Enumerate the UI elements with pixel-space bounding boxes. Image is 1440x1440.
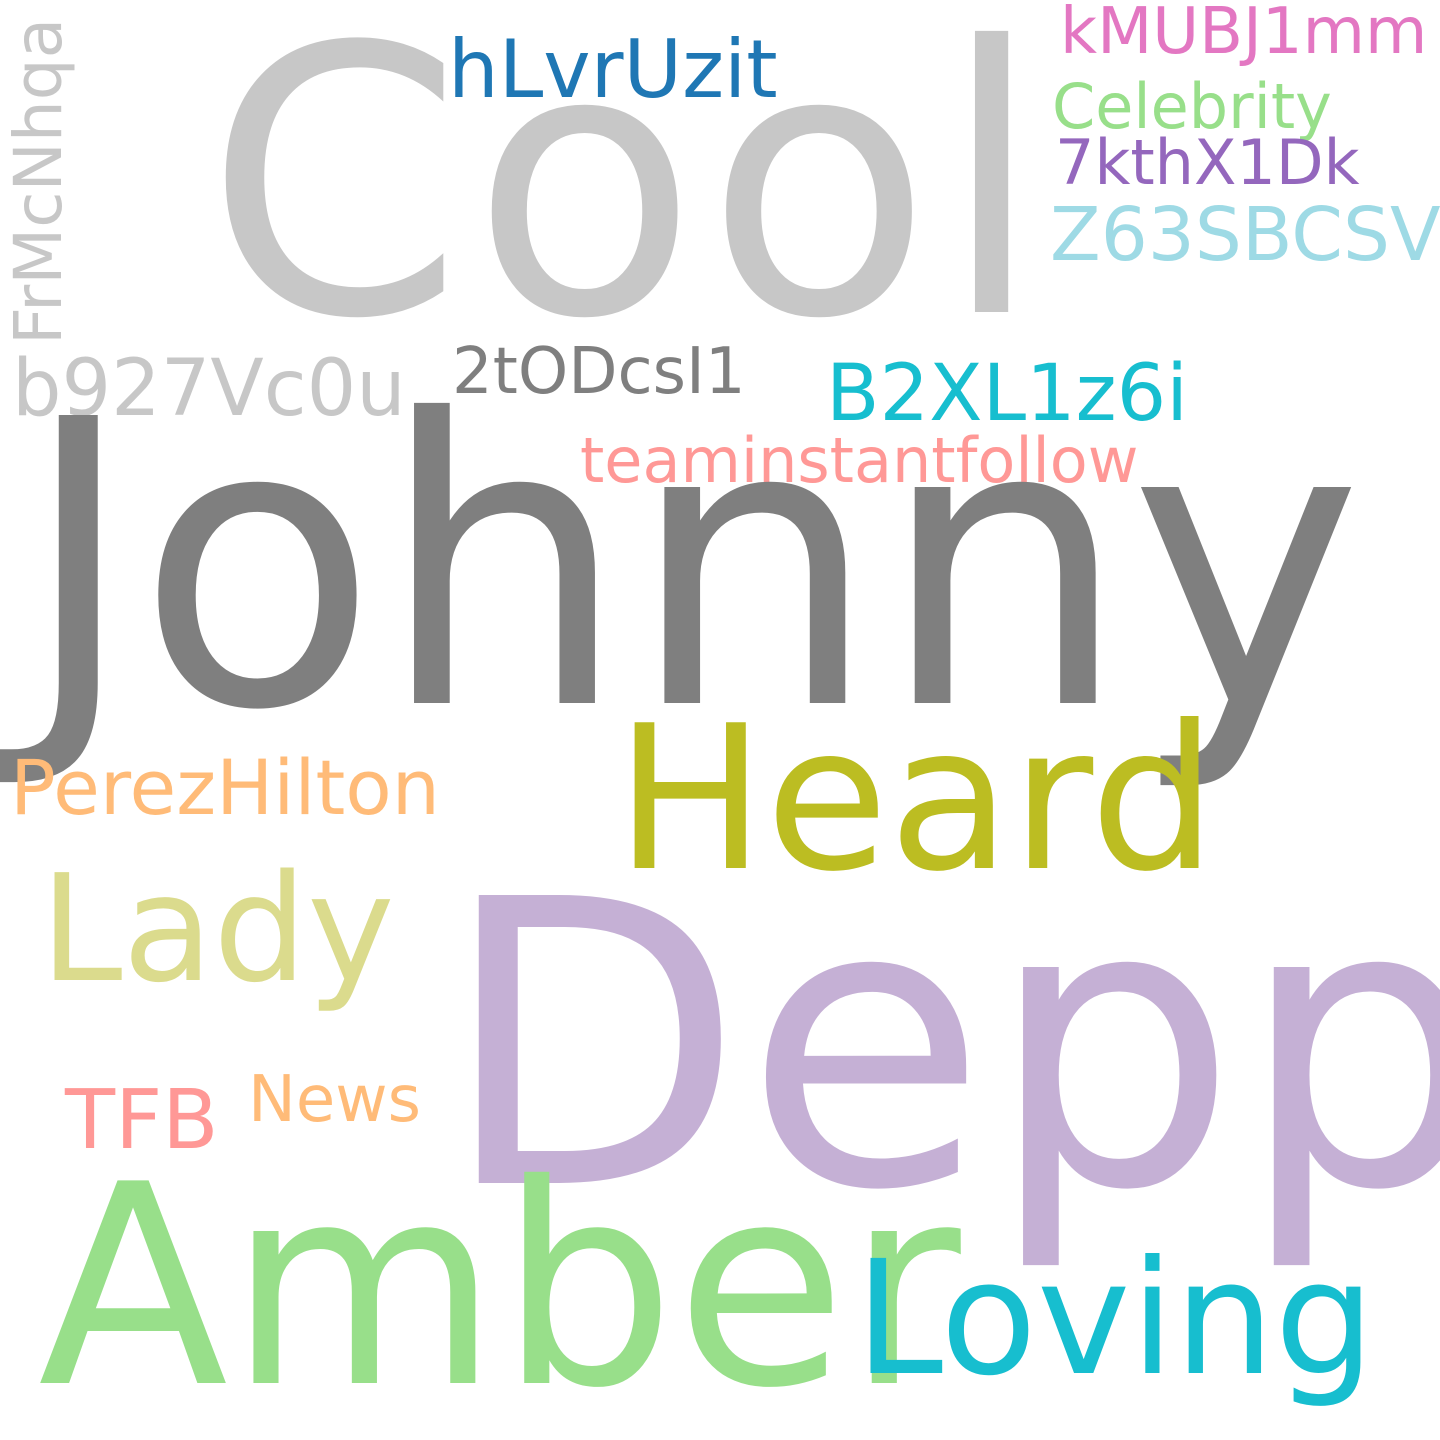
word-hlvruzit: hLvrUzit bbox=[448, 23, 778, 116]
word-loving: Loving bbox=[855, 1227, 1375, 1411]
word-tfb: TFB bbox=[65, 1073, 219, 1168]
word-amber: Amber bbox=[38, 1125, 961, 1440]
word-7kthx1dk: 7kthX1Dk bbox=[1055, 126, 1360, 199]
word-kmubj1mm: kMUBJ1mm bbox=[1060, 0, 1428, 69]
word-b927vc0u: b927Vc0u bbox=[12, 344, 406, 434]
word-z63sbcsv: Z63SBCSV bbox=[1050, 192, 1440, 278]
word-2todcsi1: 2tODcsI1 bbox=[452, 335, 746, 409]
word-news: News bbox=[248, 1063, 421, 1137]
word-depp: Depp bbox=[440, 817, 1440, 1277]
word-frmcnhqa: FrMcNhqa bbox=[0, 17, 77, 345]
word-lady: Lady bbox=[40, 843, 395, 1015]
word-teaminstantfollow: teaminstantfollow bbox=[580, 424, 1139, 497]
word-b2xl1z6i: B2XL1z6i bbox=[826, 349, 1188, 439]
word-celebrity: Celebrity bbox=[1052, 70, 1332, 143]
word-johnny: Johnny bbox=[20, 337, 1363, 797]
word-perezhilton: PerezHilton bbox=[10, 743, 440, 832]
word-cool: Cool bbox=[205, 0, 1051, 400]
word-heard: Heard bbox=[615, 683, 1217, 916]
